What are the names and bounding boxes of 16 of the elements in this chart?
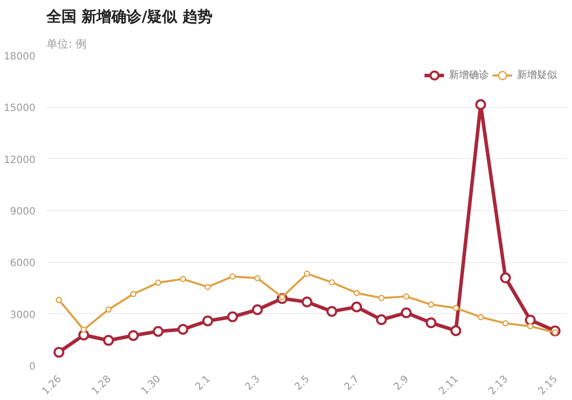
x-tick-label: 2.1 xyxy=(194,374,213,393)
y-tick-label: 6000 xyxy=(10,258,36,270)
x-tick-label: 2.7 xyxy=(342,374,362,393)
y-tick-label: 3000 xyxy=(10,310,36,321)
y-tick-label: 0 xyxy=(29,362,36,372)
legend-label: 新增确诊 xyxy=(449,68,489,82)
chart-subtitle: 单位: 例 xyxy=(46,38,87,50)
x-tick-label: 2.5 xyxy=(292,374,312,393)
x-tick-label: 2.9 xyxy=(392,374,412,393)
y-tick-label: 18000 xyxy=(4,52,36,62)
y-tick-label: 12000 xyxy=(4,154,36,166)
x-tick-label: 2.3 xyxy=(243,374,262,393)
y-tick-label: 9000 xyxy=(10,206,36,218)
chart-title: 全国 新增确诊/疑似 趋势 xyxy=(46,8,212,26)
y-tick-label: 15000 xyxy=(4,103,36,114)
legend-label: 新增疑似 xyxy=(517,68,557,82)
